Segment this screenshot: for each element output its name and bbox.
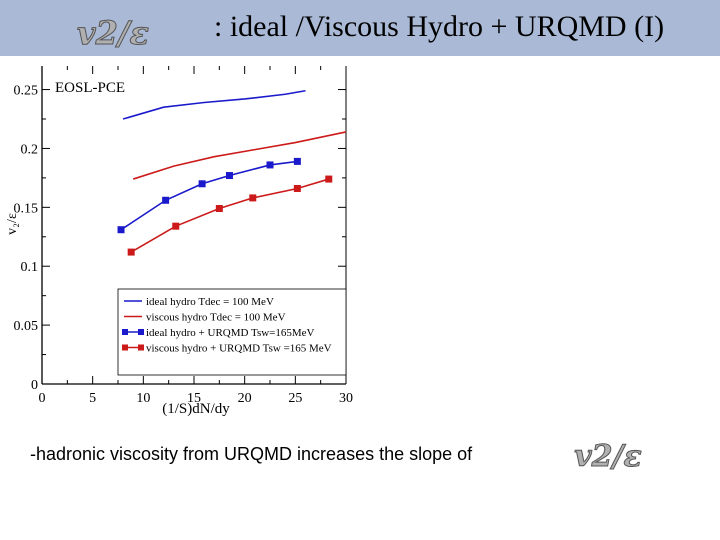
x-tick-label: 0 (39, 391, 46, 406)
legend-marker (122, 344, 128, 351)
data-point-series-4 (293, 184, 301, 192)
legend-label-3: ideal hydro + URQMD Tsw=165MeV (146, 327, 315, 339)
x-tick-label: 25 (288, 391, 302, 406)
data-point-series-3 (293, 157, 301, 165)
data-point-series-4 (127, 248, 135, 256)
x-tick-label: 15 (187, 391, 201, 406)
data-point-series-4 (215, 205, 223, 213)
legend-marker (122, 329, 128, 335)
title-logo-text: v2/ε (77, 14, 149, 52)
legend-marker (138, 329, 144, 335)
series-line-2 (132, 131, 347, 180)
x-axis-label: (1/S)dN/dy (162, 401, 230, 416)
y-tick-label: 0.25 (14, 84, 39, 99)
data-point-series-3 (117, 226, 125, 234)
data-point-series-4 (249, 194, 257, 202)
y-axis-label: v₂/ε (5, 213, 20, 235)
y-tick-label: 0.15 (14, 201, 39, 216)
x-tick-label: 10 (136, 391, 150, 406)
x-tick-label: 30 (339, 391, 353, 406)
bottom-logo-text: v2/ε (574, 439, 642, 474)
slide-title: : ideal /Viscous Hydro + URQMD (I) (214, 10, 665, 43)
title-bar: v2/ε : ideal /Viscous Hydro + URQMD (I) (0, 0, 720, 56)
legend-marker (138, 344, 144, 351)
data-point-series-3 (266, 161, 274, 169)
data-point-series-3 (225, 172, 233, 180)
chart-panel: 0 5 10 15 20 25 30 0 0.05 0.1 0.15 0.2 0.25 ideal hy… (0, 56, 360, 416)
series-line-4 (130, 178, 330, 253)
y-tick-label: 0.1 (21, 260, 39, 275)
legend-label-2: viscous hydro Tdec = 100 MeV (146, 312, 286, 324)
bottom-logo: v2/ε (574, 439, 643, 475)
series-line-1 (122, 89, 306, 120)
bottom-note: -hadronic viscosity from URQMD increases… (30, 444, 473, 464)
data-point-series-3 (162, 196, 170, 204)
legend-box (117, 288, 347, 376)
series-line-3 (120, 160, 298, 231)
y-tick-label: 0.05 (14, 319, 39, 334)
chart-title: EOSL-PCE (55, 80, 125, 96)
legend-label-4: viscous hydro + URQMD Tsw =165 MeV (146, 343, 332, 355)
data-point-series-4 (325, 175, 333, 183)
y-tick-label: 0 (31, 378, 38, 393)
v2-eps-chart: 0 5 10 15 20 25 30 0 0.05 0.1 0.15 0.2 0.25 ideal hy… (0, 56, 360, 416)
data-point-series-4 (172, 222, 180, 230)
y-tick-label: 0.2 (21, 142, 39, 157)
x-tick-label: 5 (89, 391, 96, 406)
x-tick-label: 20 (238, 391, 252, 406)
title-logo: v2/ε (77, 14, 150, 53)
legend-label-1: ideal hydro Tdec = 100 MeV (146, 296, 274, 308)
data-point-series-3 (198, 180, 206, 188)
